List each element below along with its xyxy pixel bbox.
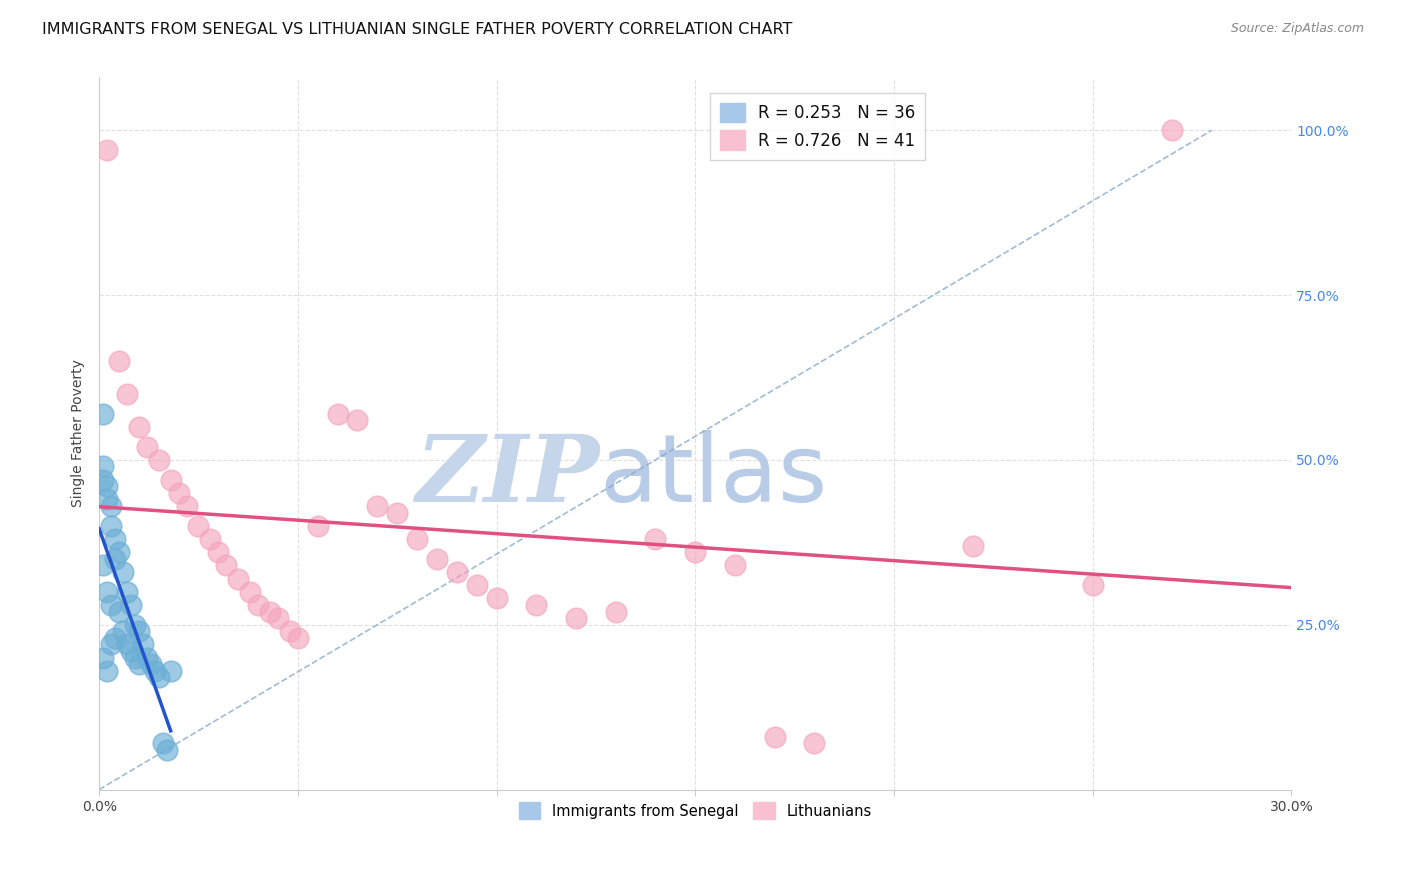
Point <box>124 617 146 632</box>
Point <box>143 664 166 678</box>
Point <box>159 473 181 487</box>
Point <box>128 420 150 434</box>
Point <box>148 453 170 467</box>
Point <box>139 657 162 672</box>
Point <box>115 638 138 652</box>
Point <box>96 143 118 157</box>
Point <box>128 657 150 672</box>
Point <box>307 518 329 533</box>
Point <box>115 584 138 599</box>
Point <box>120 598 142 612</box>
Point <box>100 499 122 513</box>
Point <box>108 605 131 619</box>
Point <box>385 506 408 520</box>
Point <box>111 624 134 639</box>
Point <box>120 644 142 658</box>
Point <box>763 730 786 744</box>
Text: IMMIGRANTS FROM SENEGAL VS LITHUANIAN SINGLE FATHER POVERTY CORRELATION CHART: IMMIGRANTS FROM SENEGAL VS LITHUANIAN SI… <box>42 22 793 37</box>
Point <box>91 558 114 573</box>
Point <box>96 584 118 599</box>
Point <box>91 473 114 487</box>
Point <box>485 591 508 606</box>
Point <box>115 387 138 401</box>
Point <box>100 598 122 612</box>
Point <box>187 518 209 533</box>
Point <box>108 545 131 559</box>
Point <box>91 459 114 474</box>
Point <box>267 611 290 625</box>
Point <box>111 565 134 579</box>
Point <box>135 440 157 454</box>
Point <box>148 670 170 684</box>
Point <box>406 532 429 546</box>
Point <box>426 551 449 566</box>
Point <box>100 518 122 533</box>
Point <box>176 499 198 513</box>
Point <box>159 664 181 678</box>
Point <box>239 584 262 599</box>
Point <box>524 598 547 612</box>
Point <box>259 605 281 619</box>
Point <box>605 605 627 619</box>
Point <box>104 631 127 645</box>
Point <box>247 598 270 612</box>
Point <box>132 638 155 652</box>
Point <box>465 578 488 592</box>
Point <box>200 532 222 546</box>
Point <box>96 492 118 507</box>
Point <box>287 631 309 645</box>
Legend: Immigrants from Senegal, Lithuanians: Immigrants from Senegal, Lithuanians <box>513 797 877 825</box>
Point <box>226 572 249 586</box>
Point <box>91 407 114 421</box>
Text: Source: ZipAtlas.com: Source: ZipAtlas.com <box>1230 22 1364 36</box>
Point <box>326 407 349 421</box>
Point <box>346 413 368 427</box>
Text: atlas: atlas <box>600 430 828 522</box>
Point <box>1161 123 1184 137</box>
Y-axis label: Single Father Poverty: Single Father Poverty <box>72 359 86 508</box>
Point <box>91 650 114 665</box>
Point <box>215 558 238 573</box>
Point <box>108 354 131 368</box>
Point <box>366 499 388 513</box>
Point <box>565 611 588 625</box>
Point <box>100 638 122 652</box>
Point <box>96 479 118 493</box>
Point <box>96 664 118 678</box>
Point <box>156 743 179 757</box>
Point <box>104 551 127 566</box>
Point <box>962 539 984 553</box>
Point <box>167 486 190 500</box>
Text: ZIP: ZIP <box>416 431 600 521</box>
Point <box>104 532 127 546</box>
Point <box>1081 578 1104 592</box>
Point <box>207 545 229 559</box>
Point <box>644 532 666 546</box>
Point <box>724 558 747 573</box>
Point <box>683 545 706 559</box>
Point <box>278 624 301 639</box>
Point <box>124 650 146 665</box>
Point <box>152 736 174 750</box>
Point <box>128 624 150 639</box>
Point <box>135 650 157 665</box>
Point <box>446 565 468 579</box>
Point <box>803 736 825 750</box>
